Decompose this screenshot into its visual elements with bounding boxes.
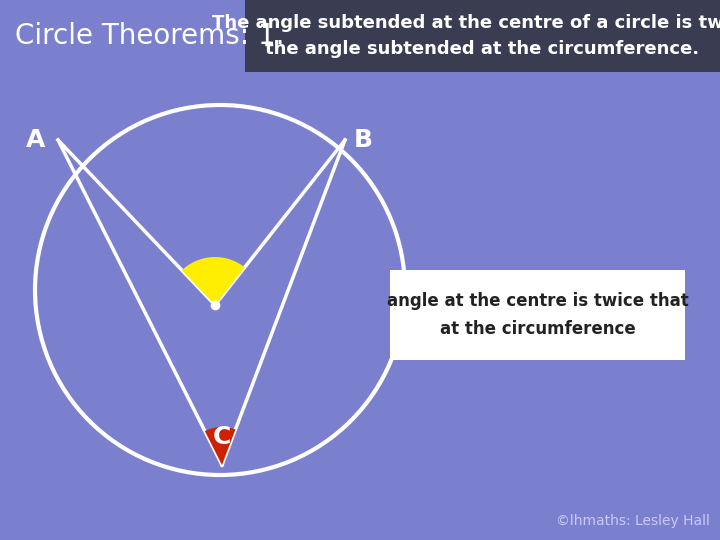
Wedge shape <box>205 427 235 465</box>
FancyBboxPatch shape <box>245 0 720 72</box>
Text: ©lhmaths: Lesley Hall: ©lhmaths: Lesley Hall <box>556 514 710 528</box>
FancyBboxPatch shape <box>390 270 685 360</box>
Wedge shape <box>182 257 245 305</box>
Text: B: B <box>354 128 372 152</box>
Text: A: A <box>27 128 45 152</box>
Text: Circle Theorems: 1.: Circle Theorems: 1. <box>15 22 284 50</box>
Text: angle at the centre is twice that
at the circumference: angle at the centre is twice that at the… <box>387 292 688 338</box>
Text: The angle subtended at the centre of a circle is twice
the angle subtended at th: The angle subtended at the centre of a c… <box>212 14 720 58</box>
Text: C: C <box>213 425 231 449</box>
